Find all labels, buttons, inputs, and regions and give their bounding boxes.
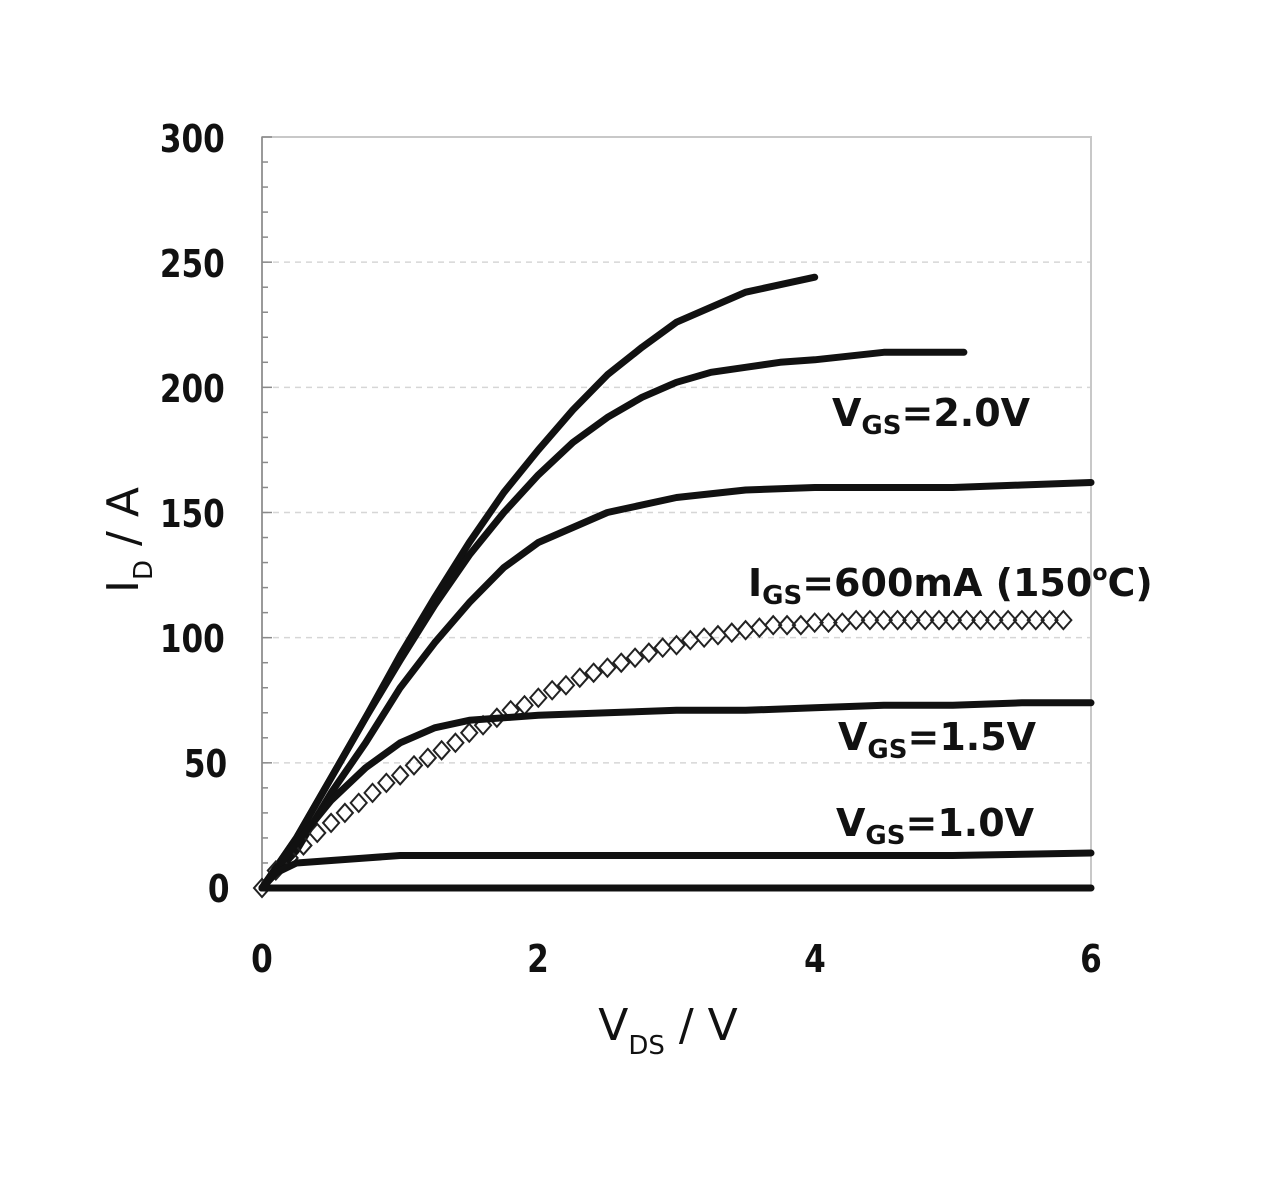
data-point-diamond: [1040, 609, 1059, 631]
data-point-diamond: [1026, 609, 1046, 631]
data-point-diamond: [902, 609, 921, 631]
data-point-diamond: [957, 609, 976, 631]
series-markers: [252, 609, 1073, 899]
data-point-diamond: [874, 609, 894, 631]
y-tick-label: 200: [160, 368, 225, 412]
x-tick-labels: 0 2 4 6: [251, 938, 1102, 982]
data-point-diamond: [805, 612, 825, 634]
data-point-diamond: [307, 822, 327, 844]
data-point-diamond: [446, 732, 465, 754]
data-point-diamond: [639, 642, 659, 664]
x-tick-label: 4: [804, 938, 826, 982]
data-point-diamond: [777, 614, 797, 636]
annotation-vgs-2v: VGS=2.0V: [832, 391, 1031, 441]
x-tick-label: 2: [527, 938, 549, 982]
series-layer: [252, 273, 1095, 899]
x-tick-label: 6: [1080, 938, 1102, 982]
data-point-diamond: [984, 609, 1004, 631]
x-tick-label: 0: [251, 938, 273, 982]
data-point-diamond: [929, 609, 949, 631]
data-point-diamond: [763, 614, 783, 636]
data-point-diamond: [611, 652, 631, 674]
y-axis-title: ID / A: [98, 487, 159, 593]
y-tick-label: 50: [184, 743, 227, 787]
y-tick-label: 250: [160, 243, 225, 287]
data-point-diamond: [556, 674, 576, 696]
data-point-diamond: [570, 667, 590, 689]
y-tick-label: 150: [160, 493, 225, 537]
data-point-diamond: [363, 782, 382, 804]
data-point-diamond: [971, 609, 990, 631]
data-point-diamond: [1054, 609, 1073, 631]
data-point-diamond: [432, 739, 451, 761]
y-tick-label: 100: [160, 618, 225, 662]
data-point-diamond: [1012, 609, 1032, 631]
data-point-diamond: [846, 609, 866, 631]
data-point-diamond: [349, 792, 369, 814]
data-point-diamond: [542, 679, 562, 701]
y-minor-ticks: [262, 136, 272, 889]
data-point-diamond: [915, 609, 935, 631]
data-point-diamond: [321, 812, 341, 834]
data-point-diamond: [598, 657, 617, 679]
y-tick-label: 0: [208, 868, 230, 912]
data-point-diamond: [377, 772, 396, 794]
series-line: [258, 849, 1095, 892]
data-point-diamond: [625, 647, 645, 669]
data-point-diamond: [418, 747, 438, 769]
data-point-diamond: [404, 754, 424, 776]
data-point-diamond: [667, 634, 686, 656]
data-point-diamond: [860, 609, 880, 631]
series-line: [258, 348, 968, 892]
y-tick-label: 300: [160, 118, 225, 162]
data-point-diamond: [528, 687, 548, 709]
data-point-diamond: [943, 609, 963, 631]
annotation-igs-600ma: IGS=600mA (150oC): [748, 561, 1153, 611]
data-point-diamond: [998, 609, 1018, 631]
data-point-diamond: [819, 612, 838, 634]
data-point-diamond: [459, 722, 479, 744]
annotation-vgs-1-5v: VGS=1.5V: [838, 715, 1037, 765]
data-point-diamond: [335, 802, 355, 824]
data-point-diamond: [888, 609, 907, 631]
series-line: [258, 479, 1095, 892]
annotation-vgs-1v: VGS=1.0V: [836, 801, 1035, 851]
y-tick-labels: 300 250 200 150 100 50 0: [160, 118, 230, 912]
data-point-diamond: [584, 662, 603, 684]
x-axis-title: VDS / V: [598, 1000, 738, 1061]
series-line: [258, 699, 1095, 892]
data-point-diamond: [390, 764, 410, 786]
